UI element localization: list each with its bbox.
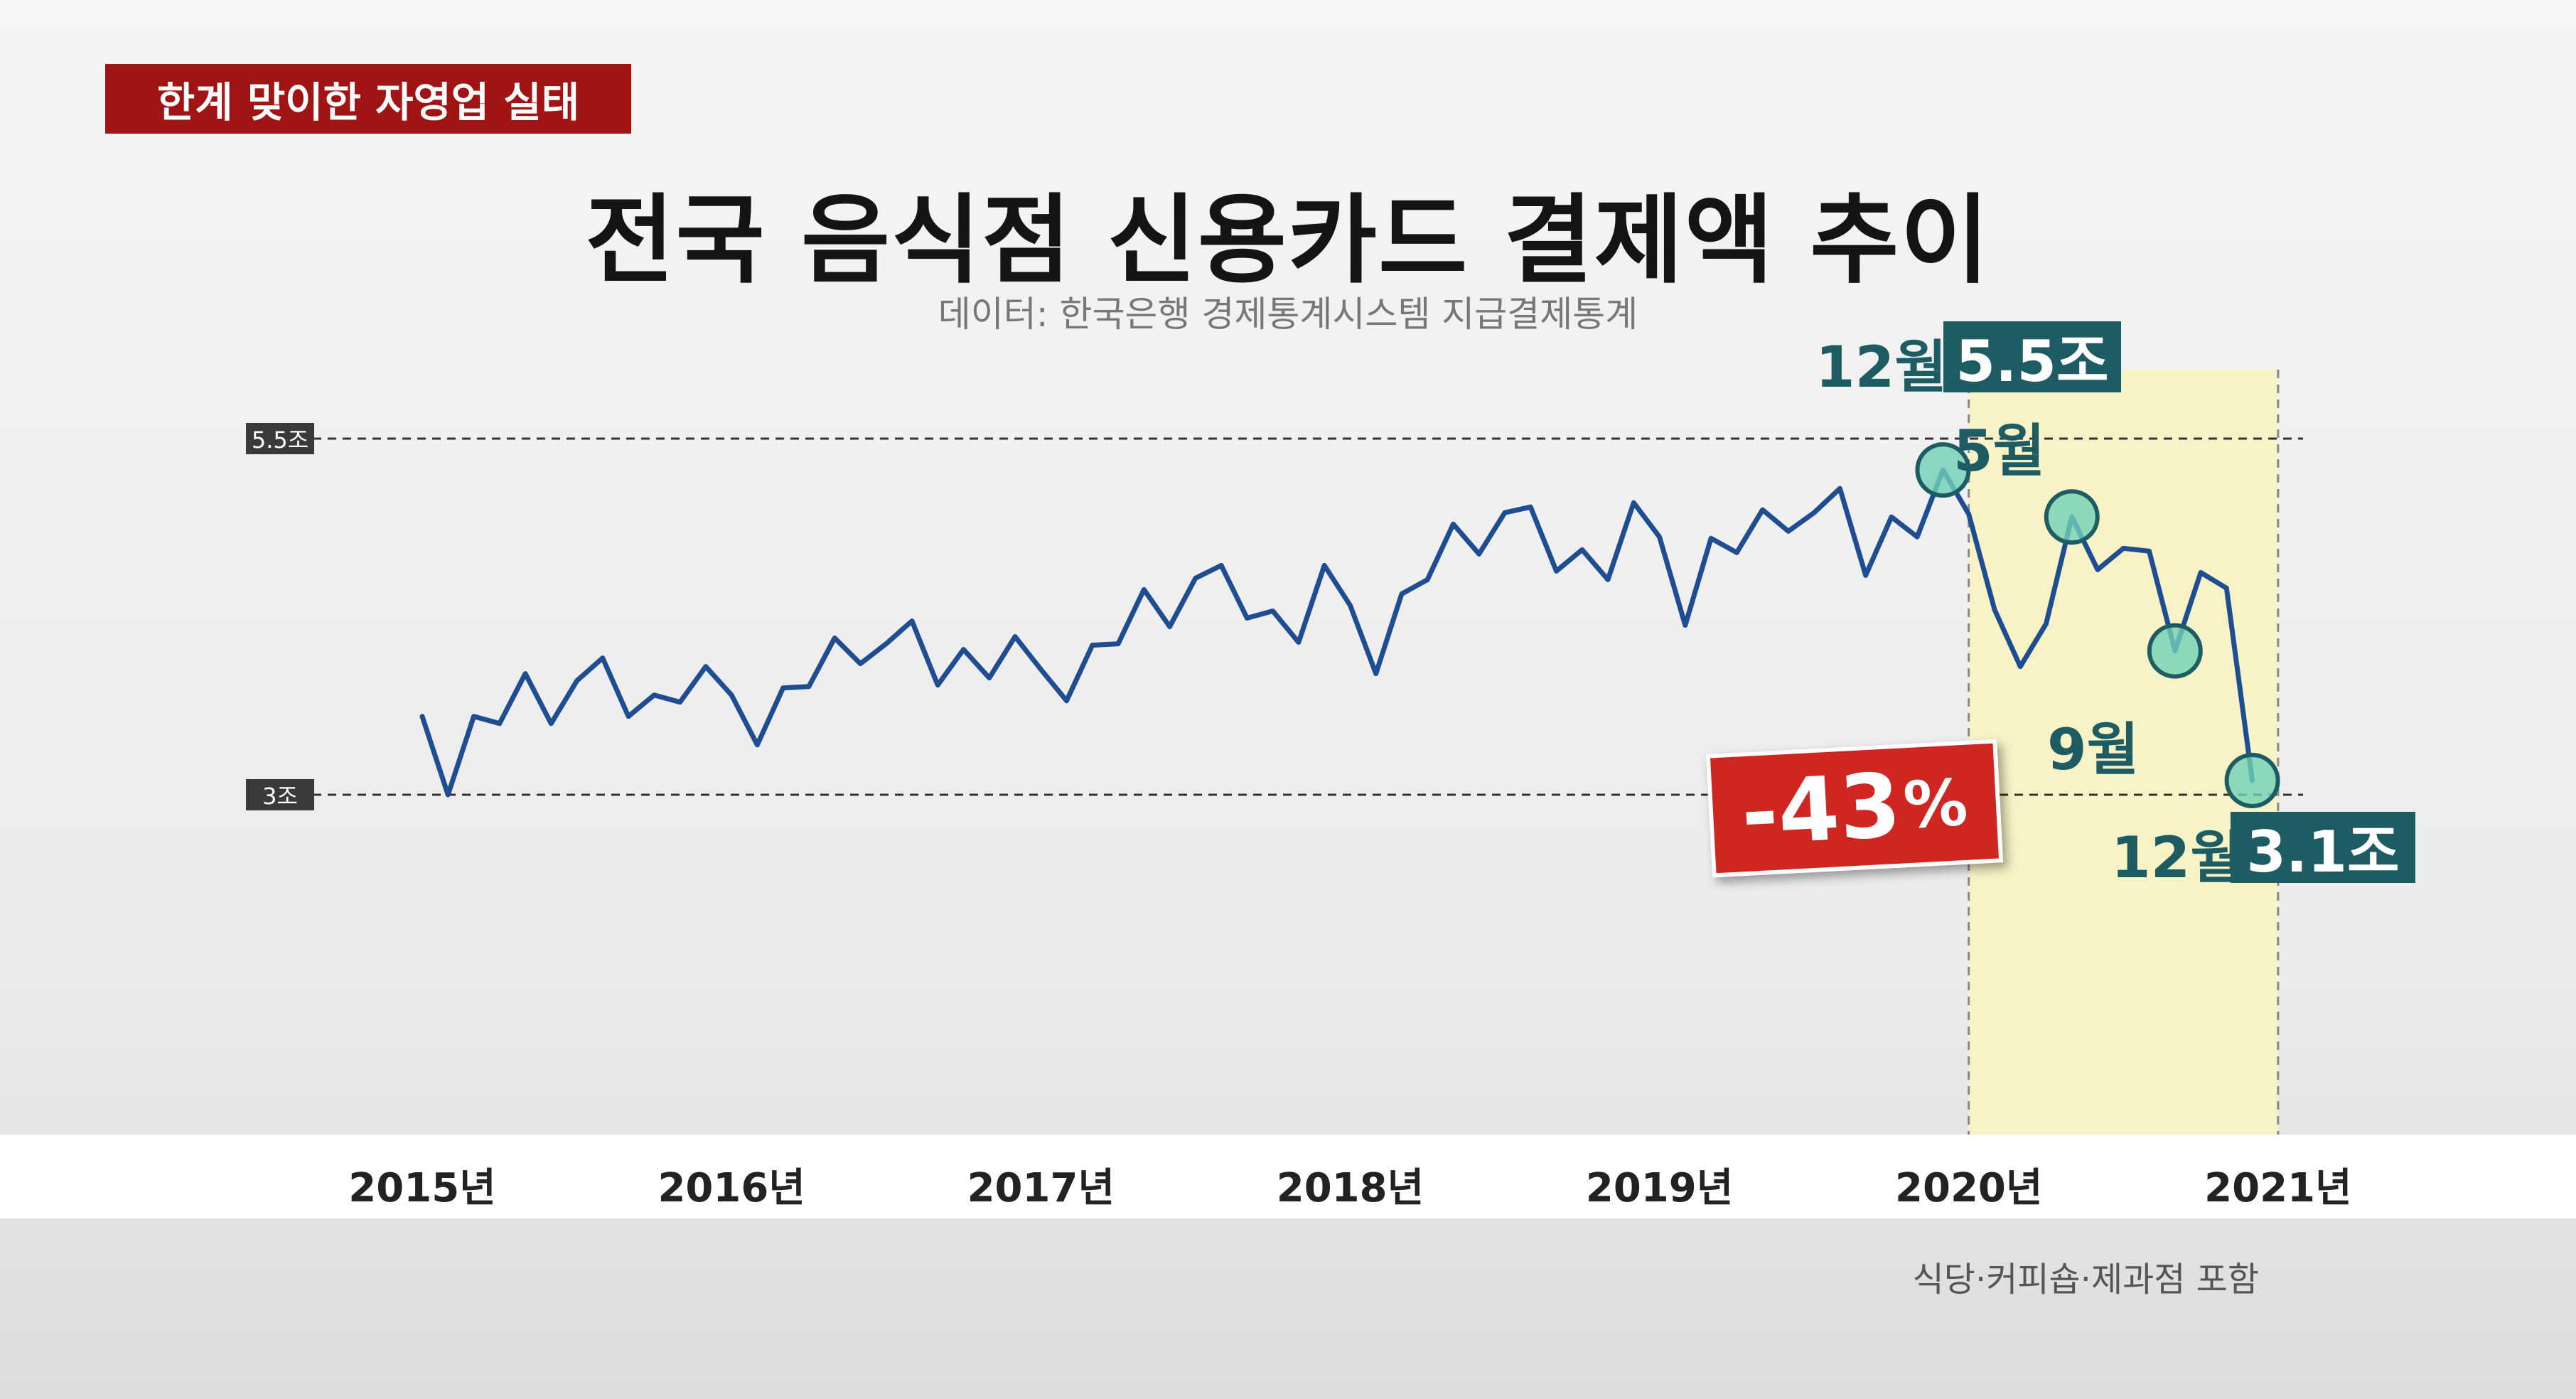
annotation-end-month: 12월 bbox=[2111, 825, 2243, 891]
annotation-may-month: 5월 bbox=[1953, 418, 2046, 484]
x-tick-label-4: 2019년 bbox=[1585, 1165, 1734, 1211]
x-tick-label-6: 2021년 bbox=[2204, 1165, 2352, 1211]
change-badge: -43% bbox=[1705, 739, 2004, 878]
change-unit: % bbox=[1901, 765, 1970, 843]
annotation-marker-3 bbox=[2224, 752, 2280, 808]
change-value: -43 bbox=[1739, 754, 1904, 866]
annotation-sep-month: 9월 bbox=[2047, 717, 2140, 783]
footnote: 식당·커피숍·제과점 포함 bbox=[1912, 1260, 2259, 1299]
chart-title: 전국 음식점 신용카드 결제액 추이 bbox=[585, 185, 1991, 297]
annotation-peak-value: 5.5조 bbox=[1943, 321, 2121, 395]
x-tick-label-1: 2016년 bbox=[658, 1165, 805, 1211]
annotation-marker-2 bbox=[2147, 623, 2203, 679]
news-badge: 한계 맞이한 자영업 실태 bbox=[105, 64, 631, 134]
x-tick-label-3: 2018년 bbox=[1276, 1165, 1424, 1211]
x-tick-label-2: 2017년 bbox=[967, 1165, 1115, 1211]
chart-subtitle: 데이터: 한국은행 경제통계시스템 지급결제통계 bbox=[938, 294, 1638, 335]
y-tick-label-0: 5.5조 bbox=[246, 423, 314, 454]
x-tick-label-0: 2015년 bbox=[348, 1165, 496, 1211]
x-tick-label-5: 2020년 bbox=[1895, 1165, 2043, 1211]
annotation-marker-1 bbox=[2044, 489, 2100, 545]
x-axis-band bbox=[0, 1135, 2576, 1218]
annotation-end-value: 3.1조 bbox=[2231, 812, 2415, 885]
annotation-peak-month: 12월 bbox=[1815, 334, 1947, 400]
highlight-period bbox=[1968, 370, 2278, 1135]
y-tick-label-1: 3조 bbox=[246, 779, 314, 810]
annotation-marker-0 bbox=[1915, 442, 1971, 498]
